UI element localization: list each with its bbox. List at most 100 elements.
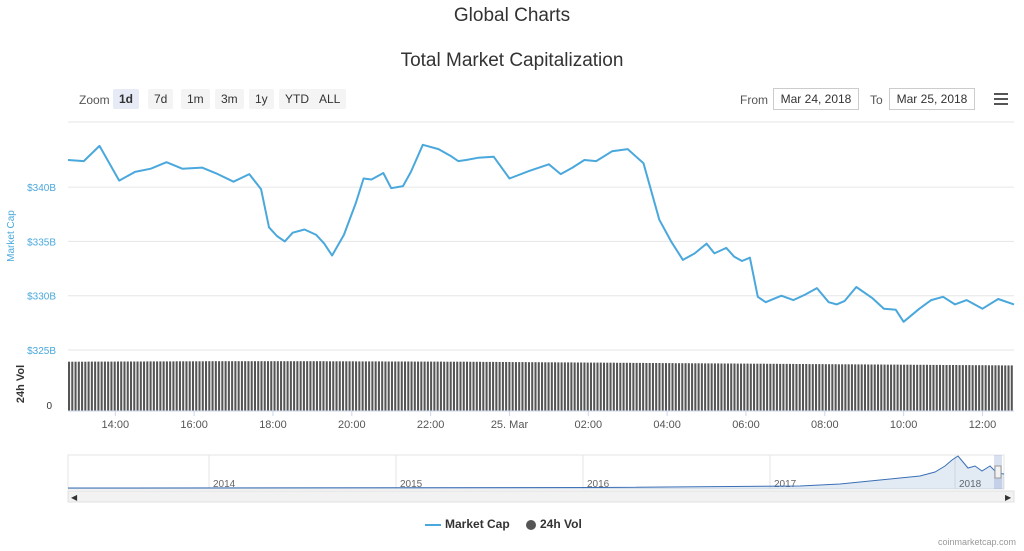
volume-bar: [648, 363, 651, 411]
volume-bar: [808, 364, 811, 411]
volume-bar: [837, 364, 840, 411]
volume-bar: [681, 363, 684, 411]
volume-bar: [482, 361, 485, 411]
volume-bar: [263, 361, 266, 411]
from-date-input[interactable]: [773, 88, 859, 110]
volume-bar: [120, 361, 123, 411]
hamburger-menu-icon[interactable]: [994, 93, 1008, 105]
volume-bar: [583, 362, 586, 411]
volume-bar: [759, 363, 762, 411]
volume-bar: [857, 364, 860, 411]
legend-volume[interactable]: 24h Vol: [526, 517, 582, 531]
volume-bar: [697, 363, 700, 411]
volume-bar: [322, 361, 325, 411]
volume-bar: [485, 361, 488, 411]
volume-bar: [430, 361, 433, 411]
volume-bar: [704, 363, 707, 411]
zoom-button-1y[interactable]: 1y: [249, 89, 274, 109]
x-tick-label: 20:00: [338, 419, 366, 431]
volume-bar: [521, 362, 524, 411]
volume-bar: [97, 361, 100, 411]
legend-line-swatch: [425, 523, 441, 526]
volume-bar: [377, 361, 380, 411]
volume-bar: [935, 364, 938, 411]
volume-bar: [739, 363, 743, 411]
volume-bar: [188, 361, 191, 411]
volume-bar: [364, 361, 367, 411]
volume-bar: [736, 363, 739, 411]
volume-bar: [260, 361, 263, 411]
volume-bar: [984, 365, 987, 411]
x-tick-label: 18:00: [259, 419, 287, 431]
volume-bar: [919, 364, 922, 411]
volume-bar: [753, 363, 756, 411]
volume-bar: [84, 361, 87, 411]
zoom-button-1d[interactable]: 1d: [113, 89, 140, 109]
volume-bar: [456, 361, 459, 411]
volume-bar: [612, 362, 615, 411]
volume-bar: [358, 361, 361, 411]
y-tick-label: $340B: [27, 183, 56, 194]
y-tick-label: $325B: [27, 346, 56, 357]
x-tick-label: 04:00: [653, 419, 681, 431]
volume-bar: [175, 361, 178, 411]
volume-bar: [133, 361, 136, 411]
to-date-input[interactable]: [889, 88, 975, 110]
volume-bar: [293, 361, 296, 411]
volume-bar: [570, 362, 573, 411]
volume-bar: [589, 362, 592, 411]
volume-bar: [664, 363, 668, 411]
zoom-button-3m[interactable]: 3m: [215, 89, 244, 109]
volume-bar: [788, 363, 791, 411]
volume-bar: [678, 363, 681, 411]
volume-bar: [420, 361, 423, 411]
volume-bar: [94, 361, 97, 411]
volume-bar: [756, 363, 759, 411]
volume-bar: [244, 361, 247, 411]
volume-bar: [991, 365, 994, 411]
volume-bar: [417, 361, 420, 411]
volume-bar: [211, 361, 214, 411]
volume-bar: [185, 361, 188, 411]
volume-bar: [801, 364, 805, 411]
x-tick-label: 02:00: [575, 419, 603, 431]
volume-bar: [785, 363, 788, 411]
legend-market-cap-label: Market Cap: [445, 517, 510, 531]
volume-bar: [746, 363, 749, 411]
volume-bar: [459, 361, 462, 411]
volume-bar: [335, 361, 338, 411]
volume-bar: [534, 362, 537, 411]
volume-bar: [257, 361, 260, 411]
zoom-button-7d[interactable]: 7d: [148, 89, 174, 109]
volume-bar: [563, 362, 566, 411]
volume-bar: [302, 361, 305, 411]
zoom-button-1m[interactable]: 1m: [181, 89, 210, 109]
volume-bar: [938, 364, 942, 411]
volume-bar: [498, 362, 501, 411]
volume-bar: [945, 365, 948, 411]
volume-bar: [870, 364, 873, 411]
zoom-button-all[interactable]: ALL: [313, 89, 347, 109]
volume-bar: [909, 364, 912, 411]
volume-bar: [423, 361, 426, 411]
volume-bar: [390, 361, 393, 411]
navigator-handle: [994, 465, 1002, 479]
volume-bar: [87, 361, 90, 411]
volume-bar: [231, 361, 234, 411]
zoom-button-ytd[interactable]: YTD: [279, 89, 315, 109]
volume-bar: [557, 362, 560, 411]
volume-bar: [90, 361, 93, 411]
volume-bar: [371, 361, 374, 411]
volume-bar: [182, 361, 185, 411]
volume-bar: [221, 361, 224, 411]
navigator-line: [67, 455, 1005, 489]
volume-bar: [632, 362, 635, 411]
legend-market-cap[interactable]: Market Cap: [425, 517, 510, 531]
volume-bar: [312, 361, 315, 411]
volume-bar: [100, 361, 103, 411]
volume-bar: [443, 361, 446, 411]
volume-bar: [227, 361, 230, 411]
volume-bar: [766, 363, 769, 411]
volume-bar: [469, 361, 472, 411]
